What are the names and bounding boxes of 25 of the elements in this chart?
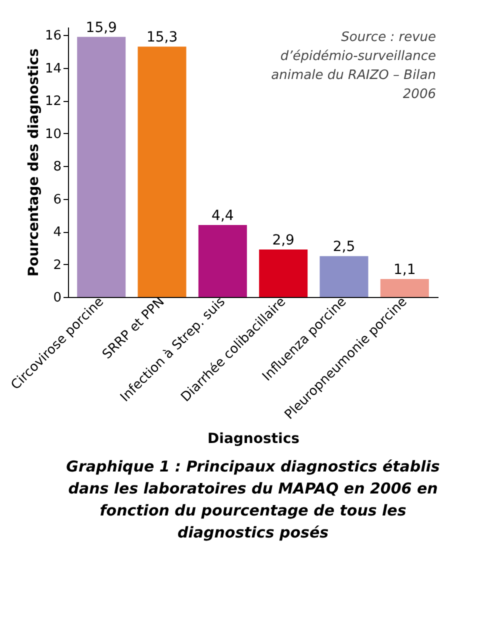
y-tick-label: 6	[53, 192, 62, 208]
y-tick-label: 12	[44, 94, 62, 110]
data-label: 2,9	[272, 232, 294, 249]
y-tick-label: 2	[53, 258, 62, 273]
bar	[77, 36, 126, 297]
data-label: 1,1	[394, 262, 416, 278]
bar	[198, 225, 247, 297]
data-label: 15,9	[86, 20, 117, 36]
y-axis-title: Pourcentage des diagnostics	[26, 48, 42, 277]
bar	[380, 279, 429, 297]
y-tick-label: 14	[44, 61, 62, 76]
data-label: 15,3	[146, 30, 178, 46]
y-tick-label: 0	[53, 290, 62, 306]
bar	[259, 250, 308, 297]
bar	[320, 256, 368, 297]
data-label: 2,5	[332, 239, 356, 256]
y-tick-label: 4	[53, 225, 62, 240]
annotation: Source : revue d’épidémio-surveillance animale du RAIZO – Bilan 2006	[271, 30, 436, 102]
data-label: 4,4	[212, 208, 234, 224]
text: Graphique 1 : Principaux diagnostics établis dans les laboratoires du MAPAQ en 2006 en fonction du pourcentage de tous les diagnostics posés	[66, 458, 440, 542]
y-tick-label: 10	[44, 126, 62, 142]
y-tick-label: 16	[44, 28, 62, 44]
y-tick-label: 8	[53, 160, 62, 175]
bar	[138, 46, 186, 297]
x-axis-title: Diagnostics	[208, 431, 300, 448]
